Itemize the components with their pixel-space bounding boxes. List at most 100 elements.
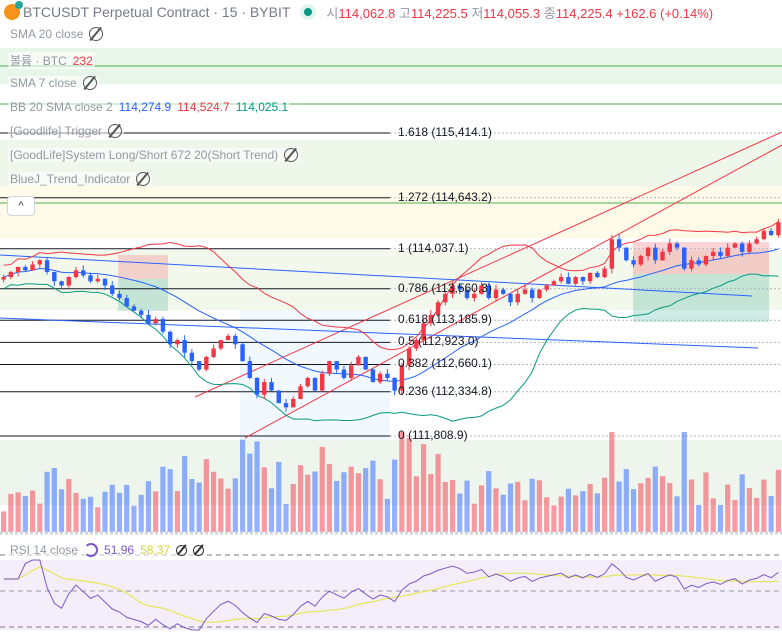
candle-body bbox=[15, 266, 21, 273]
volume-bar bbox=[696, 504, 702, 532]
candle-body bbox=[8, 272, 14, 278]
indicator-bluej-trend[interactable]: BlueJ_Trend_Indicator bbox=[8, 172, 153, 186]
refresh-icon[interactable] bbox=[84, 543, 99, 557]
indicator-label: [GoodLife]System Long/Short 672 20(Short… bbox=[10, 148, 279, 162]
candle-body bbox=[167, 331, 173, 345]
volume-bar bbox=[594, 493, 600, 532]
fib-level-label: 0.5 (112,923.0) bbox=[398, 334, 479, 349]
volume-bar bbox=[247, 453, 253, 532]
volume-bar bbox=[420, 444, 427, 532]
candle-body bbox=[110, 285, 115, 294]
fib-level-label: 1.272 (114,643.2) bbox=[398, 189, 492, 204]
candle-body bbox=[175, 340, 180, 345]
volume-bar bbox=[160, 466, 166, 532]
volume-bar bbox=[500, 494, 506, 532]
volume-bar bbox=[211, 471, 217, 532]
long-position-target[interactable] bbox=[633, 274, 769, 322]
fib-level-label: 1 (114,037.1) bbox=[398, 240, 469, 255]
volume-bar bbox=[768, 495, 774, 532]
volume-bar bbox=[652, 466, 658, 532]
candle-body bbox=[624, 247, 629, 261]
low-label: 저 bbox=[471, 5, 484, 21]
candle-body bbox=[399, 365, 405, 391]
change-value: +162.6 (+0.14%) bbox=[616, 5, 714, 21]
bb-upper-line bbox=[3, 221, 779, 351]
volume-bar bbox=[602, 477, 608, 532]
candle-body bbox=[341, 369, 347, 378]
collapse-legend-button[interactable]: ^ bbox=[7, 196, 35, 216]
candle-body bbox=[587, 272, 593, 282]
volume-bar bbox=[659, 476, 666, 532]
candle-body bbox=[443, 293, 448, 303]
candle-body bbox=[508, 293, 513, 303]
candle-body bbox=[66, 277, 71, 286]
volume-bar bbox=[478, 485, 485, 532]
candle-body bbox=[276, 390, 281, 404]
volume-bar bbox=[37, 503, 43, 532]
indicator-sma20[interactable]: SMA 20 close bbox=[8, 27, 106, 41]
volume-bar bbox=[116, 492, 123, 532]
indicator-rsi[interactable]: RSI 14 close 51.96 58.37 bbox=[8, 543, 207, 557]
hidden-eye-icon[interactable] bbox=[89, 27, 104, 41]
trendline-red-upper[interactable] bbox=[194, 131, 782, 398]
trendline-blue-lower[interactable] bbox=[0, 317, 759, 349]
indicator-bb[interactable]: BB 20 SMA close 2 114,274.9 114,524.7 114,0… bbox=[8, 100, 291, 114]
candle-body bbox=[240, 344, 245, 362]
volume-bar bbox=[73, 492, 79, 532]
volume-bar bbox=[348, 466, 354, 532]
candle-body bbox=[754, 239, 759, 244]
volume-bar bbox=[435, 453, 441, 532]
rsi-value: 51.96 bbox=[104, 543, 135, 557]
candle-body bbox=[645, 247, 651, 257]
candle-body bbox=[472, 293, 477, 299]
indicator-sma7[interactable]: SMA 7 close bbox=[8, 76, 99, 90]
volume-bar bbox=[616, 481, 622, 532]
volume-bar bbox=[442, 481, 448, 532]
volume-bar bbox=[688, 479, 695, 532]
volume-bar bbox=[515, 481, 521, 532]
indicator-volume[interactable]: 볼륨 · BTC 232 bbox=[8, 52, 95, 69]
close-value: 114,225.4 bbox=[555, 5, 613, 21]
volume-bar bbox=[399, 432, 405, 532]
volume-bar bbox=[370, 460, 376, 532]
candle-body bbox=[602, 268, 607, 278]
candle-body bbox=[146, 314, 151, 324]
hidden-eye-icon[interactable] bbox=[136, 172, 151, 186]
candle-body bbox=[406, 348, 412, 366]
market-status-icon bbox=[304, 8, 313, 16]
volume-bar bbox=[102, 491, 108, 532]
volume-bar bbox=[1, 511, 7, 532]
volume-bar bbox=[732, 500, 738, 532]
volume-bar bbox=[363, 468, 369, 532]
volume-bar bbox=[355, 473, 362, 532]
fib-level-label: 0.786 (113,560.3) bbox=[398, 280, 492, 295]
volume-bar bbox=[623, 469, 629, 532]
short-position-box[interactable] bbox=[118, 255, 168, 279]
candle-body bbox=[233, 335, 238, 345]
open-label: 시 bbox=[326, 5, 339, 21]
indicator-goodlife-trigger[interactable]: [Goodlife] Trigger bbox=[8, 124, 125, 138]
volume-bar bbox=[587, 483, 593, 532]
candle-body bbox=[580, 277, 586, 282]
candle-body bbox=[457, 285, 462, 290]
trendline-blue-upper[interactable] bbox=[0, 254, 753, 297]
hidden-eye-icon[interactable] bbox=[284, 148, 299, 162]
hidden-eye-icon[interactable] bbox=[108, 124, 123, 138]
candle-body bbox=[305, 377, 310, 387]
volume-bar bbox=[261, 467, 267, 532]
candle-body bbox=[320, 373, 325, 391]
volume-bar bbox=[413, 476, 419, 532]
candle-body bbox=[631, 260, 636, 265]
hidden-eye-icon[interactable] bbox=[82, 76, 97, 90]
candle-body bbox=[428, 314, 434, 324]
volume-bar bbox=[290, 483, 296, 532]
symbol-title[interactable]: BTCUSDT Perpetual Contract · 15 · BYBIT bbox=[23, 4, 291, 20]
indicator-goodlife-system[interactable]: [GoodLife]System Long/Short 672 20(Short… bbox=[8, 148, 301, 162]
candle-body bbox=[696, 260, 701, 265]
zone-band bbox=[0, 186, 782, 238]
trendline-red-lower[interactable] bbox=[244, 144, 782, 439]
candle-body bbox=[486, 285, 491, 299]
volume-bar bbox=[471, 503, 477, 532]
candle-body bbox=[501, 289, 506, 294]
